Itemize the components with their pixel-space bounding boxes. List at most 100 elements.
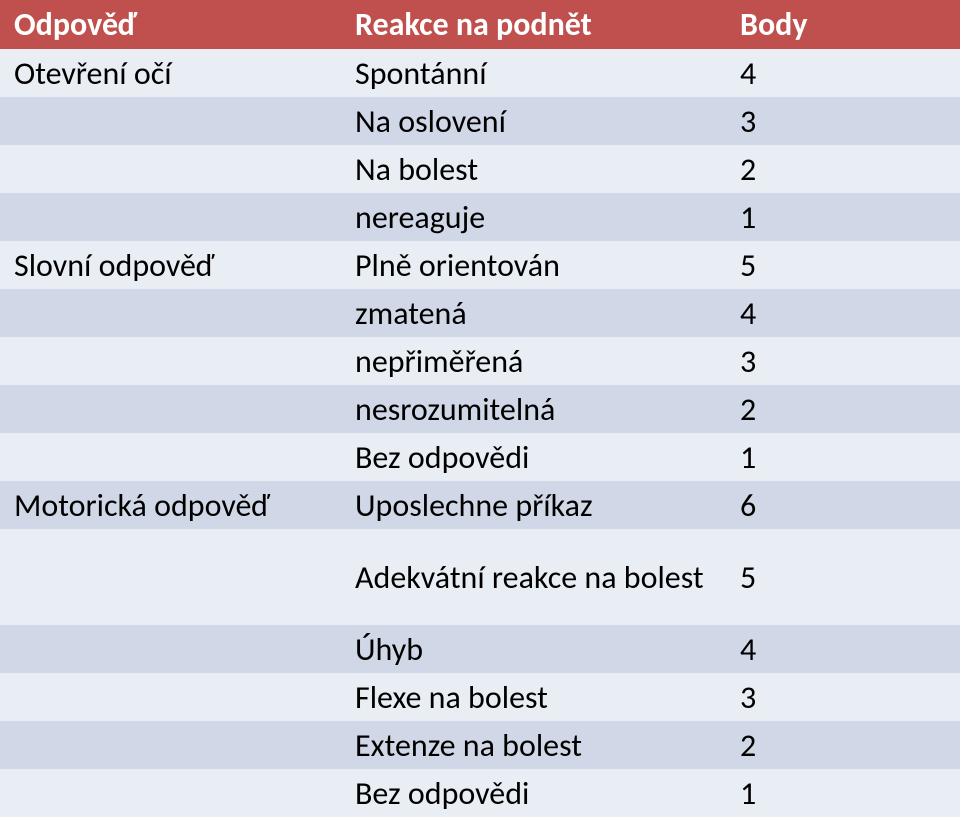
table-cell-points-label: 2 (740, 150, 756, 189)
table-row: nereaguje 1 (0, 193, 960, 241)
table-header-cell: Odpověď (0, 0, 345, 49)
table-row: Na oslovení 3 (0, 97, 960, 145)
table-cell-reaction: Uposlechne příkaz (345, 481, 730, 529)
table-row: nesrozumitelná 2 (0, 385, 960, 433)
table-header-label: Reakce na podnět (355, 5, 592, 44)
table-cell-reaction: nepřiměřená (345, 337, 730, 385)
table-header-cell: Reakce na podnět (345, 0, 730, 49)
table-cell-points-label: 1 (740, 438, 756, 477)
table-row: Bez odpovědi 1 (0, 769, 960, 817)
table-cell-response (0, 193, 345, 241)
table-cell-reaction-label: nereaguje (355, 198, 485, 237)
table-cell-points: 3 (730, 337, 960, 385)
table-cell-response: Otevření očí (0, 49, 345, 97)
table-cell-response (0, 433, 345, 481)
table-cell-reaction: Plně orientován (345, 241, 730, 289)
table-cell-response (0, 721, 345, 769)
table-cell-reaction-label: Flexe na bolest (355, 678, 548, 717)
table-cell-response (0, 385, 345, 433)
table-row: Extenze na bolest 2 (0, 721, 960, 769)
table-cell-response: Motorická odpověď (0, 481, 345, 529)
table-cell-points-label: 3 (740, 342, 756, 381)
table-cell-points: 3 (730, 97, 960, 145)
table-cell-reaction-label: Bez odpovědi (355, 774, 529, 813)
table-row: Motorická odpověď Uposlechne příkaz 6 (0, 481, 960, 529)
table-header-row: Odpověď Reakce na podnět Body (0, 0, 960, 49)
table-cell-points: 2 (730, 145, 960, 193)
table-cell-reaction: Spontánní (345, 49, 730, 97)
table-cell-reaction-label: nesrozumitelná (355, 390, 555, 429)
table-cell-reaction: nereaguje (345, 193, 730, 241)
table-cell-reaction-label: Na oslovení (355, 102, 506, 141)
table-row: Úhyb 4 (0, 625, 960, 673)
table-cell-points: 1 (730, 769, 960, 817)
table-cell-points: 6 (730, 481, 960, 529)
table-row: Adekvátní reakce na bolest 5 (0, 529, 960, 625)
table-cell-reaction-label: Plně orientován (355, 246, 560, 285)
table-cell-points: 4 (730, 49, 960, 97)
table-cell-points: 4 (730, 289, 960, 337)
table-cell-points-label: 4 (740, 630, 756, 669)
table-cell-response-label: Otevření očí (14, 54, 172, 93)
table-cell-reaction: Na oslovení (345, 97, 730, 145)
table-cell-reaction: Úhyb (345, 625, 730, 673)
table-cell-response (0, 97, 345, 145)
table-header-label: Odpověď (14, 5, 137, 44)
table-cell-reaction-label: Na bolest (355, 150, 478, 189)
table-cell-response (0, 145, 345, 193)
table-cell-response-label: Slovní odpověď (14, 246, 214, 285)
table-cell-points-label: 3 (740, 678, 756, 717)
table-cell-reaction: zmatená (345, 289, 730, 337)
table-cell-reaction: Bez odpovědi (345, 769, 730, 817)
table-cell-points: 5 (730, 241, 960, 289)
table-cell-reaction-label: Úhyb (355, 630, 423, 669)
table-cell-response (0, 337, 345, 385)
table-header-cell: Body (730, 0, 960, 49)
table-cell-points: 4 (730, 625, 960, 673)
table-cell-response (0, 289, 345, 337)
table-cell-points-label: 2 (740, 390, 756, 429)
table-cell-points: 2 (730, 721, 960, 769)
table-cell-response-label: Motorická odpověď (14, 486, 270, 525)
table-cell-points-label: 5 (740, 558, 756, 597)
table-row: Otevření očí Spontánní 4 (0, 49, 960, 97)
data-table: Odpověď Reakce na podnět Body Otevření o… (0, 0, 960, 817)
table-cell-reaction: Na bolest (345, 145, 730, 193)
table-cell-points-label: 6 (740, 486, 756, 525)
table-row: zmatená 4 (0, 289, 960, 337)
table-cell-points-label: 4 (740, 294, 756, 333)
table-cell-reaction: Bez odpovědi (345, 433, 730, 481)
table-cell-points: 1 (730, 433, 960, 481)
table-cell-reaction: nesrozumitelná (345, 385, 730, 433)
table-cell-points-label: 1 (740, 774, 756, 813)
table-cell-points: 1 (730, 193, 960, 241)
table-row: Slovní odpověď Plně orientován 5 (0, 241, 960, 289)
table-cell-points: 3 (730, 673, 960, 721)
table-cell-reaction-label: Extenze na bolest (355, 726, 582, 765)
table-cell-points-label: 3 (740, 102, 756, 141)
table-cell-points-label: 1 (740, 198, 756, 237)
table-cell-reaction-label: Bez odpovědi (355, 438, 529, 477)
table-cell-response (0, 529, 345, 625)
table-cell-reaction-label: Uposlechne příkaz (355, 486, 593, 525)
table-body: Otevření očí Spontánní 4 Na oslovení 3 Na bol… (0, 49, 960, 817)
table-cell-response (0, 673, 345, 721)
table-cell-points-label: 4 (740, 54, 756, 93)
table-cell-points: 5 (730, 529, 960, 625)
table-header-label: Body (740, 5, 807, 44)
table-cell-response (0, 769, 345, 817)
table-row: Bez odpovědi 1 (0, 433, 960, 481)
table-row: Flexe na bolest 3 (0, 673, 960, 721)
table-cell-response: Slovní odpověď (0, 241, 345, 289)
table-cell-points-label: 2 (740, 726, 756, 765)
table-cell-reaction: Adekvátní reakce na bolest (345, 529, 730, 625)
table-cell-reaction-label: Adekvátní reakce na bolest (355, 558, 704, 597)
table-cell-reaction: Extenze na bolest (345, 721, 730, 769)
table-cell-reaction-label: Spontánní (355, 54, 487, 93)
table-cell-reaction-label: zmatená (355, 294, 467, 333)
table-row: nepřiměřená 3 (0, 337, 960, 385)
table-row: Na bolest 2 (0, 145, 960, 193)
table-cell-points-label: 5 (740, 246, 756, 285)
table-cell-reaction-label: nepřiměřená (355, 342, 523, 381)
table-cell-response (0, 625, 345, 673)
